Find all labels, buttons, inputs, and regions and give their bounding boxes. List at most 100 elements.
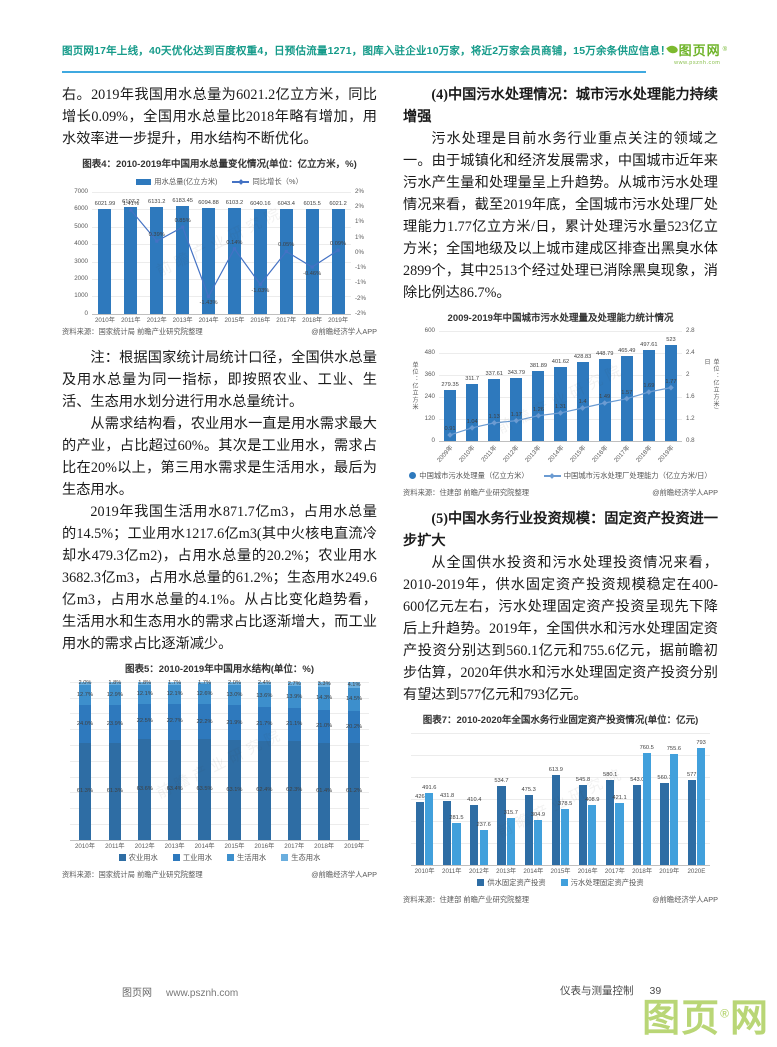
gridline [70,839,369,841]
y-axis-tick-label: 0 [84,309,88,317]
chart-legend: 农业用水 工业用水 生活用水 生态用水 [62,853,377,863]
legend-label: 同比增长（%） [252,176,303,186]
y-axis-tick-label: 5000 [74,222,88,230]
line-value-label: 1.04 [466,418,478,425]
bar-value-label: 426 [415,794,425,801]
y-axis-tick-label: 2000 [74,274,88,282]
right-axis-tick-label: -1% [355,279,367,287]
bar-value-label: 534.7 [494,778,509,785]
right-axis-tick-label: -2% [355,309,367,317]
bar-value-label: 497.61 [640,341,658,348]
bar-value-label: 560.1 [657,774,672,781]
y-axis-tick-label: 600 [424,326,435,334]
y-axis-tick-label: 3000 [74,257,88,265]
bar [425,792,434,865]
source-row: 资料来源：住建部 前瞻产业研究院整理 @前瞻经济学人APP [403,895,718,905]
segment-label: 13.0% [226,691,243,698]
bar [669,753,678,865]
bar-value-label: 428.83 [573,354,592,361]
legend-square-swatch [281,854,289,862]
bar [551,774,560,865]
x-axis-label: 2010年 [74,842,95,850]
gridline [411,754,710,756]
line-value-label: 0.05% [278,242,295,249]
bar-value-label: 6021.99 [94,200,116,207]
chart-legend: 中国城市污水处理量（亿立方米） 中国城市污水处理厂处理能力（亿立方米/日） [403,471,718,481]
bar-value-label: 311.7 [465,375,480,382]
bar [633,785,642,865]
segment-label: 1.7% [168,680,182,687]
stack-segment [138,703,152,740]
bar [687,780,696,865]
gridline [92,279,351,281]
figure-water-investment: 图表7：2010-2020年全国水务行业固定资产投资情况(单位：亿元) 426 43… [403,715,718,905]
bar-value-label: 491.6 [422,784,437,791]
gridline [411,820,710,822]
stack-segment [108,705,122,743]
gridline [92,226,351,228]
stack-segment [108,681,122,685]
stack-segment [198,704,211,740]
right-axis-tick-label: 1% [355,218,364,226]
site-logo-row: 图页网 ® [665,40,727,59]
gridline [411,864,710,866]
footer-left: 图页网 www.psznh.com [122,984,238,999]
site-logo-url: www.psznh.com [674,60,721,66]
gridline [70,681,369,683]
segment-label: 1.8% [138,679,152,686]
banner-underline [62,71,646,73]
legend-bar-swatch [136,178,152,185]
x-axis-label: 2014年 [198,316,219,324]
bar [642,753,651,865]
legend-item: 农业用水 [118,853,158,863]
segment-label: 13.9% [286,693,303,700]
x-axis-label: 2015年 [224,316,245,324]
heading-sewage-section: (4)中国污水处理情况：城市污水处理能力持续增强 [403,87,718,125]
bar-value-label: 315.7 [503,810,518,817]
x-axis-label: 2019年 [344,842,365,850]
bar [253,208,267,314]
bar [642,349,655,441]
line-value-label: -1.03% [251,288,270,295]
right-axis-tick-label: 1.6 [686,392,695,400]
right-axis-tick-label: 2% [355,187,364,195]
stack-segment [198,684,211,705]
stack-segment [347,681,361,689]
bar [331,208,345,314]
segment-label: 22.5% [136,718,153,725]
legend-item: 供水固定资产投资 [477,878,546,888]
site-logo-text: 图页网 [678,43,721,58]
stack-segment [168,703,181,740]
gridline [70,713,369,715]
stack-segment [198,739,211,840]
x-axis-label: 2014年 [194,842,215,850]
line-value-label: 0.85% [174,217,191,224]
segment-label: 12.1% [166,690,183,697]
gridline [439,330,682,332]
chart-plot-water-investment: 426 431.8 410.4 534.7 475.3 613.9 545.8 580.1 54… [411,732,710,874]
line-value-label: 1.57 [621,389,633,396]
line-marker [535,412,542,419]
bar [488,378,501,441]
gridline [70,697,369,699]
footer-site-name: 图页网 [122,988,152,999]
segment-label: 63.5% [196,786,213,793]
promo-banner: 图页网17年上线，40天优化达到百度权重4，日预估流量1271，图库入驻企业10… [62,43,671,58]
bar [415,802,424,865]
bar-value-label: 410.4 [467,796,482,803]
chart-plot-water-usage-structure: 61.3% 24.0% 12.7% 2.0% 61.3% 23.9% 12.9% 1.8% 63… [70,679,369,849]
segment-label: 21.1% [286,721,303,728]
chart-plot-water-usage-total: 7000 6000 5000 4000 3000 2000 1000 0 2% 2% 1% 1% 0% -… [74,188,366,324]
bar [443,389,457,441]
gridline [70,729,369,731]
bar-value-label: 431.8 [439,793,455,800]
line-value-label: 1.17 [510,411,522,418]
stack-segment [78,681,92,685]
figure-water-usage-total: 图表4：2010-2019年中国用水总量变化情况(单位：亿立方米，%) 用水总量(… [62,159,377,337]
x-axis-label: 2015年 [550,867,571,875]
leaf-icon [665,43,679,56]
bar-value-label: 475.3 [521,787,536,794]
bar-value-label: 337.61 [485,370,503,377]
registered-mark-icon: ® [722,46,727,53]
left-axis-title: 单位：亿立方米 [411,361,417,411]
